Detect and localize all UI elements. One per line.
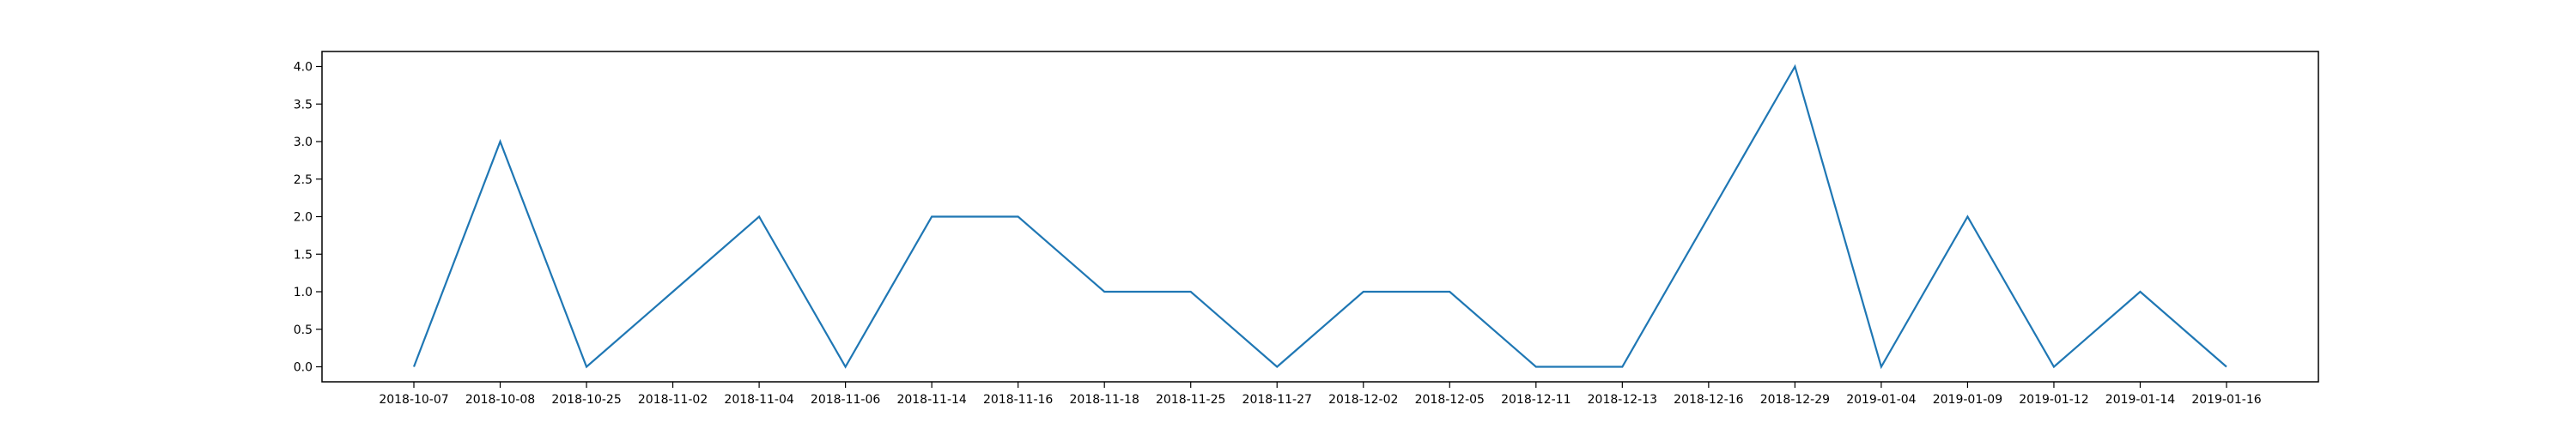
x-tick-label: 2019-01-04 — [1846, 393, 1916, 407]
x-tick-label: 2018-11-06 — [811, 393, 880, 407]
x-tick-label: 2019-01-12 — [2019, 393, 2088, 407]
series-layer — [412, 63, 2227, 370]
y-tick-label: 3.5 — [294, 98, 313, 112]
x-tick-label: 2018-11-14 — [896, 393, 966, 407]
x-tick-label: 2018-10-25 — [551, 393, 621, 407]
x-tick-label: 2018-11-04 — [724, 393, 793, 407]
x-tick-label: 2018-11-16 — [983, 393, 1053, 407]
y-tick-label: 4.0 — [294, 61, 313, 75]
x-tick-label: 2018-11-18 — [1070, 393, 1139, 407]
y-axis: 0.0 0.5 1.0 1.5 2.0 2.5 3.0 3.5 4.0 — [294, 61, 322, 375]
x-tick-label: 2019-01-16 — [2191, 393, 2261, 407]
x-tick-label: 2018-11-25 — [1156, 393, 1225, 407]
x-tick-label: 2019-01-09 — [1933, 393, 2002, 407]
x-tick-label: 2018-12-05 — [1415, 393, 1485, 407]
y-tick-label: 3.0 — [294, 136, 313, 149]
x-tick-label: 2018-10-08 — [465, 393, 535, 407]
x-tick-label: 2018-11-27 — [1242, 393, 1312, 407]
plot-area — [321, 51, 2319, 383]
x-tick-label: 2018-12-11 — [1501, 393, 1571, 407]
x-tick-label: 2018-12-16 — [1674, 393, 1743, 407]
x-axis: 2018-10-07 2018-10-08 2018-10-25 2018-11-02… — [379, 382, 2262, 407]
y-tick-label: 2.5 — [294, 173, 313, 187]
x-tick-label: 2018-10-07 — [379, 393, 448, 407]
y-tick-label: 1.0 — [294, 286, 313, 299]
x-tick-label: 2019-01-14 — [2105, 393, 2175, 407]
x-tick-label: 2018-12-13 — [1588, 393, 1657, 407]
x-tick-label: 2018-11-02 — [638, 393, 708, 407]
x-tick-label: 2018-12-02 — [1328, 393, 1398, 407]
y-tick-label: 0.0 — [294, 361, 313, 375]
x-tick-label: 2018-12-29 — [1760, 393, 1830, 407]
y-tick-label: 0.5 — [294, 323, 313, 337]
y-tick-label: 1.5 — [294, 248, 313, 262]
series-line — [412, 63, 2227, 370]
y-tick-label: 2.0 — [294, 211, 313, 225]
